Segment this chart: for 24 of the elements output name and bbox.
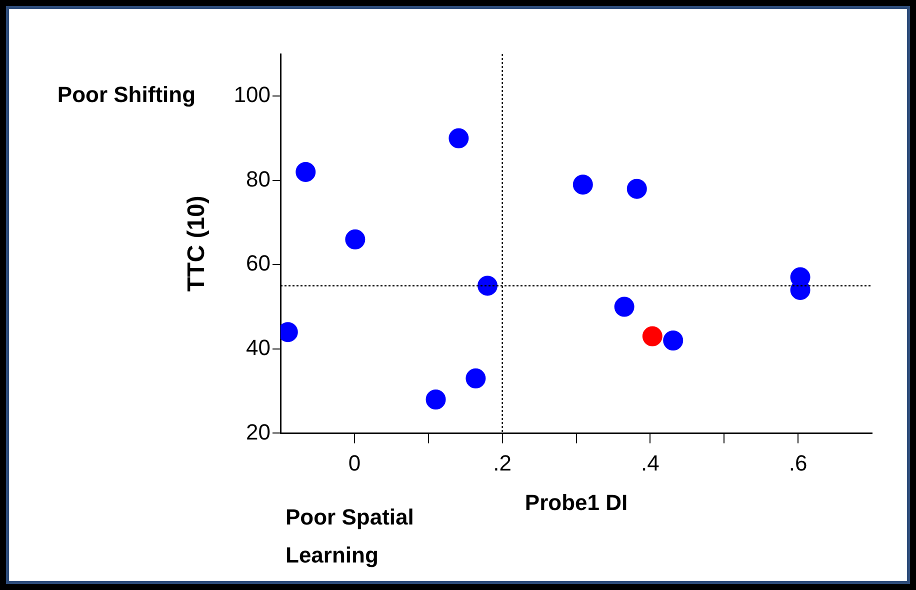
point bbox=[478, 276, 498, 296]
x-axis-title: Probe1 DI bbox=[524, 490, 628, 515]
point bbox=[296, 162, 316, 182]
y-tick-label: 60 bbox=[246, 250, 271, 276]
x-tick-label: .2 bbox=[493, 450, 512, 476]
point bbox=[426, 389, 446, 410]
x-tick-label: .6 bbox=[788, 450, 808, 476]
point bbox=[466, 368, 486, 388]
text: Poor Shifting bbox=[57, 82, 196, 108]
text: Poor Spatial Learning bbox=[286, 504, 414, 568]
point bbox=[614, 296, 634, 317]
y-tick-label: 20 bbox=[246, 419, 271, 444]
point bbox=[626, 178, 647, 199]
point bbox=[345, 229, 366, 250]
y-tick-label: 80 bbox=[246, 166, 271, 192]
point bbox=[642, 326, 662, 346]
y-tick-label: 40 bbox=[246, 334, 271, 360]
point bbox=[572, 174, 593, 195]
point bbox=[663, 330, 684, 351]
y-axis-title: TTC (10) bbox=[183, 196, 210, 292]
y-tick-label: 100 bbox=[234, 82, 271, 108]
x-tick-label: 0 bbox=[348, 450, 361, 476]
x-tick-label: .4 bbox=[641, 450, 660, 476]
point bbox=[448, 128, 469, 148]
